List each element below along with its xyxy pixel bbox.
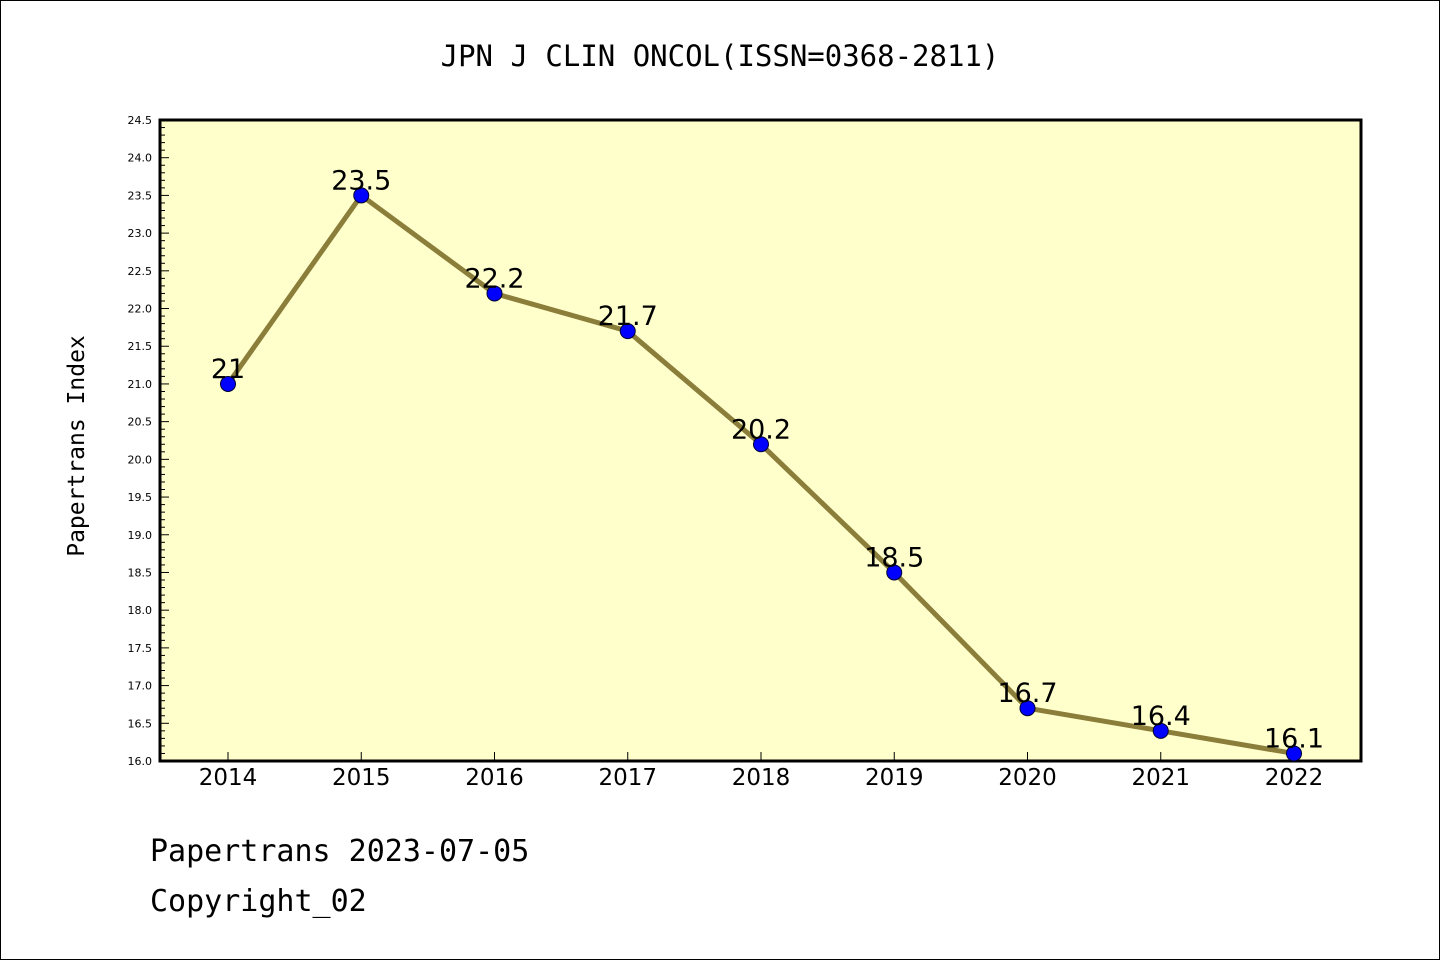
data-label: 23.5 [331, 165, 391, 196]
y-axis-label: Papertrans Index [64, 335, 90, 557]
chart-title: JPN J CLIN ONCOL(ISSN=0368-2811) [441, 39, 1000, 73]
x-tick-label: 2019 [865, 765, 924, 791]
x-tick-label: 2021 [1131, 765, 1190, 791]
data-point [353, 187, 370, 204]
y-tick-label: 16.5 [128, 717, 153, 730]
data-label: 21.7 [598, 301, 658, 332]
y-tick-label: 22.0 [128, 303, 153, 316]
data-point [1019, 700, 1036, 717]
y-tick-label: 23.0 [128, 227, 153, 240]
x-tick-label: 2016 [465, 765, 524, 791]
data-point [886, 564, 903, 581]
x-tick-label: 2014 [199, 765, 258, 791]
data-point [1286, 745, 1302, 762]
x-tick-label: 2015 [332, 765, 391, 791]
data-label: 22.2 [464, 263, 524, 294]
footer-date: Papertrans 2023-07-05 [150, 834, 530, 869]
data-labels: 21 23.5 22.2 21.7 20.2 18.5 16.7 16.4 16.1 [211, 165, 1324, 754]
x-tick-label: 2022 [1265, 765, 1324, 791]
y-tick-label: 16.0 [128, 755, 153, 768]
data-point [1152, 722, 1169, 739]
data-label: 16.4 [1131, 701, 1191, 732]
data-label: 21 [211, 354, 245, 385]
plot-area [158, 118, 1363, 763]
y-tick-label: 18.5 [128, 566, 153, 579]
y-tick-label: 19.5 [128, 491, 153, 504]
y-tick-label: 19.0 [128, 529, 153, 542]
x-tick-label: 2017 [598, 765, 657, 791]
y-tick-label: 17.5 [128, 642, 153, 655]
x-tick-label: 2020 [998, 765, 1057, 791]
y-axis: 16.0 16.5 17.0 17.5 18.0 18.5 19.0 19.5 20.0 20.5… [128, 114, 169, 768]
y-tick-label: 18.0 [128, 604, 153, 617]
y-tick-label: 22.5 [128, 265, 153, 278]
footer-copyright: Copyright_02 [150, 884, 367, 919]
y-tick-label: 21.5 [128, 340, 153, 353]
data-label: 16.1 [1264, 723, 1324, 754]
x-tick-label: 2018 [732, 765, 791, 791]
y-tick-label: 21.0 [128, 378, 153, 391]
data-point [619, 323, 636, 340]
x-axis: 2014 2015 2016 2017 2018 2019 2020 2021 2022 [199, 752, 1324, 791]
y-tick-label: 20.5 [128, 416, 153, 429]
y-tick-label: 20.0 [128, 453, 153, 466]
y-tick-label: 17.0 [128, 680, 153, 693]
data-label: 20.2 [731, 414, 791, 445]
y-tick-label: 23.5 [128, 189, 153, 202]
data-points [220, 187, 1302, 762]
data-point [220, 375, 236, 392]
y-tick-label: 24.0 [128, 152, 153, 165]
data-label: 16.7 [997, 678, 1057, 709]
data-point [753, 436, 769, 453]
y-tick-label: 24.5 [128, 114, 153, 127]
data-label: 18.5 [864, 542, 924, 573]
data-point [486, 285, 503, 302]
